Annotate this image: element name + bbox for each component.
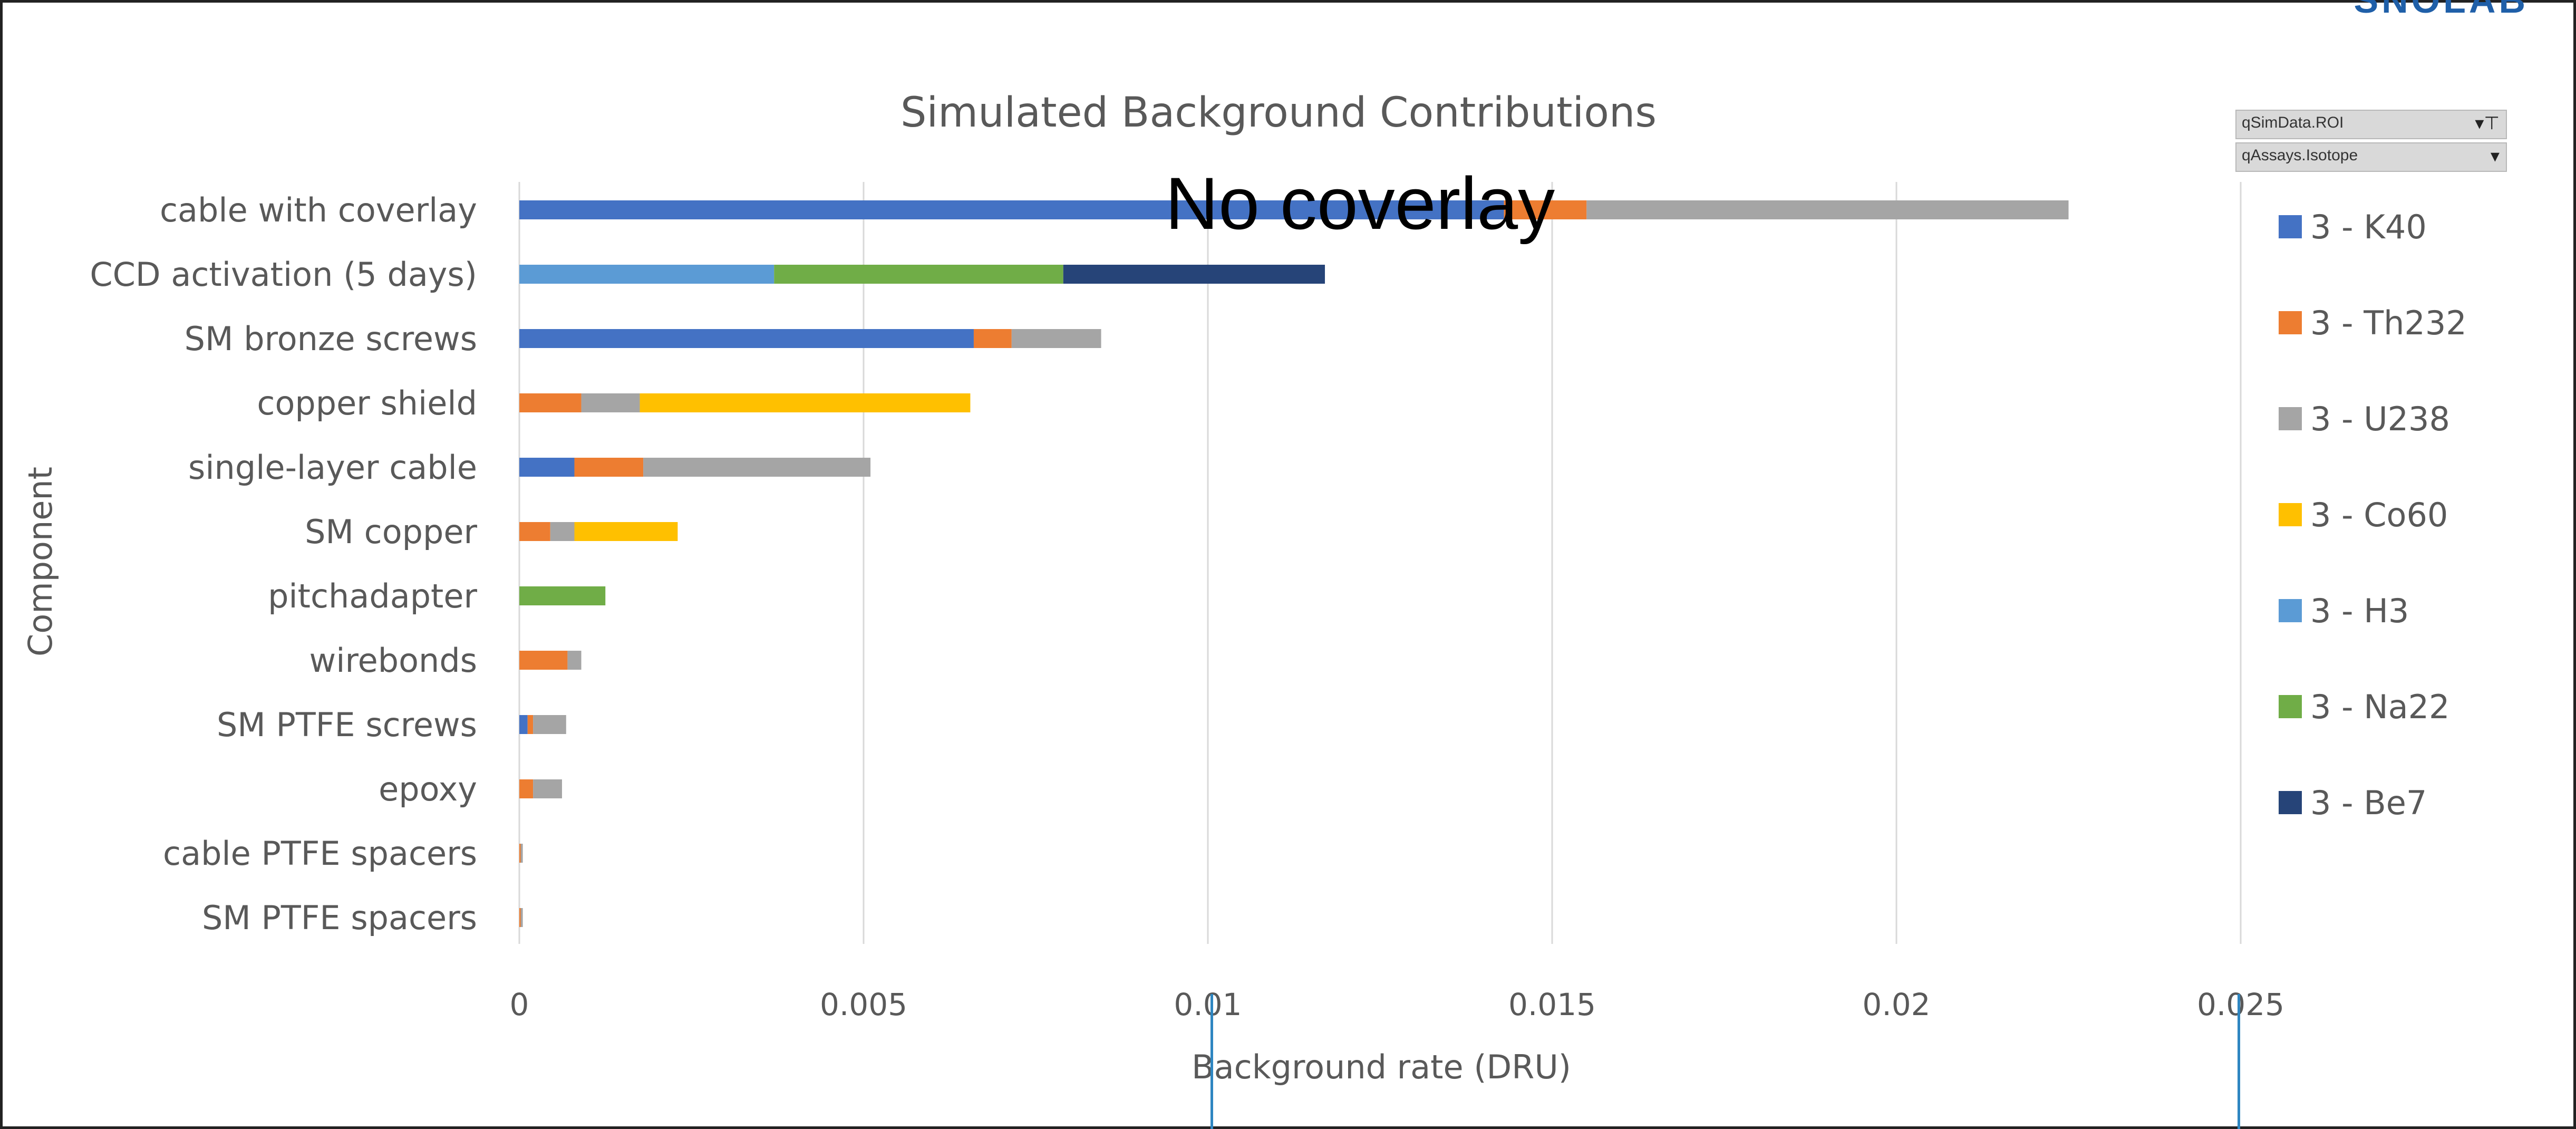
- legend-swatch: [2279, 503, 2302, 526]
- bar-segment: [519, 265, 774, 284]
- legend-label: 3 - Be7: [2310, 784, 2427, 822]
- grid-lines: [518, 182, 2242, 944]
- bar-segment: [567, 651, 582, 670]
- x-axis-label: Background rate (DRU): [1192, 1048, 1571, 1086]
- category-label: SM bronze screws: [185, 320, 477, 358]
- legend-swatch: [2279, 695, 2302, 718]
- bar-segment: [519, 393, 582, 412]
- dropdown-arrow-icon[interactable]: ▾: [2490, 146, 2500, 166]
- category-label: cable with coverlay: [160, 191, 477, 229]
- x-tick-label: 0.015: [1508, 987, 1596, 1022]
- category-label: wirebonds: [309, 641, 477, 680]
- bar-segment: [519, 458, 575, 477]
- bar-segment: [520, 844, 523, 863]
- category-label: copper shield: [257, 384, 477, 422]
- bar-segment: [520, 908, 523, 927]
- bar-segment: [640, 393, 971, 412]
- bar-segment: [574, 458, 644, 477]
- isotope-filter[interactable]: qAssays.Isotope ▾: [2235, 142, 2507, 172]
- bar-segment: [574, 522, 678, 541]
- bar-segment: [527, 715, 534, 734]
- snolab-logo: SNOLAB: [2354, 0, 2529, 21]
- legend-label: 3 - U238: [2310, 400, 2450, 438]
- bar-segment: [519, 908, 521, 927]
- bar-segment: [519, 586, 606, 605]
- legend-swatch: [2279, 791, 2302, 814]
- x-tick-label: 0.005: [820, 987, 907, 1022]
- category-label: SM PTFE spacers: [202, 899, 477, 937]
- category-label: SM PTFE screws: [217, 706, 477, 744]
- bar-segment: [581, 393, 640, 412]
- y-axis-label: Component: [21, 467, 60, 657]
- legend-label: 3 - K40: [2310, 208, 2427, 246]
- legend: 3 - K40 3 - Th232 3 - U238 3 - Co60 3 - H3 3 …: [2279, 208, 2467, 822]
- category-label: single-layer cable: [188, 448, 477, 487]
- category-label: epoxy: [379, 770, 477, 808]
- legend-label: 3 - Co60: [2310, 496, 2448, 534]
- bar-segment: [774, 265, 1063, 284]
- roi-filter-label: qSimData.ROI: [2242, 114, 2344, 131]
- overlay-annotation: No coverlay: [1165, 162, 1555, 245]
- bar-segment: [519, 779, 534, 798]
- legend-label: 3 - Na22: [2310, 688, 2450, 726]
- category-label: pitchadapter: [268, 577, 477, 615]
- bar-segment: [1063, 265, 1325, 284]
- bar-segment: [550, 522, 575, 541]
- bar-segment: [519, 844, 521, 863]
- bar-segment: [519, 200, 1504, 219]
- bar-segment: [519, 329, 974, 348]
- x-tick-label: 0: [510, 987, 529, 1022]
- bar-segment: [519, 522, 550, 541]
- bar-segment: [1011, 329, 1101, 348]
- legend-label: 3 - H3: [2310, 592, 2409, 630]
- bar-segment: [533, 779, 562, 798]
- legend-swatch: [2279, 215, 2302, 238]
- category-label: SM copper: [305, 513, 477, 551]
- bars: [519, 200, 2069, 927]
- pivot-filter-panel: qSimData.ROI ▾⊤ qAssays.Isotope ▾: [2235, 110, 2507, 176]
- bar-segment: [1586, 200, 2069, 219]
- roi-filter[interactable]: qSimData.ROI ▾⊤: [2235, 110, 2507, 139]
- bar-segment: [519, 715, 528, 734]
- legend-swatch: [2279, 311, 2302, 334]
- bar-segment: [1504, 200, 1587, 219]
- bar-segment: [519, 651, 568, 670]
- x-tick-label: 0.02: [1862, 987, 1930, 1022]
- x-tick-label: 0.01: [1174, 987, 1242, 1022]
- pointer-line-left: [1210, 994, 1213, 1129]
- labels: 0 0.005 0.01 0.015 0.02 0.025 cable with cover…: [21, 89, 2284, 1086]
- bar-segment: [533, 715, 566, 734]
- legend-label: 3 - Th232: [2310, 304, 2467, 342]
- x-tick-label: 0.025: [2197, 987, 2284, 1022]
- filter-funnel-icon[interactable]: ▾⊤: [2475, 113, 2500, 133]
- bar-segment: [643, 458, 871, 477]
- category-label: cable PTFE spacers: [163, 834, 477, 873]
- legend-swatch: [2279, 407, 2302, 430]
- legend-swatch: [2279, 599, 2302, 622]
- pointer-line-right: [2238, 994, 2240, 1129]
- category-label: CCD activation (5 days): [90, 255, 477, 294]
- chart-title: Simulated Background Contributions: [900, 89, 1657, 137]
- isotope-filter-label: qAssays.Isotope: [2242, 147, 2358, 164]
- bar-segment: [973, 329, 1012, 348]
